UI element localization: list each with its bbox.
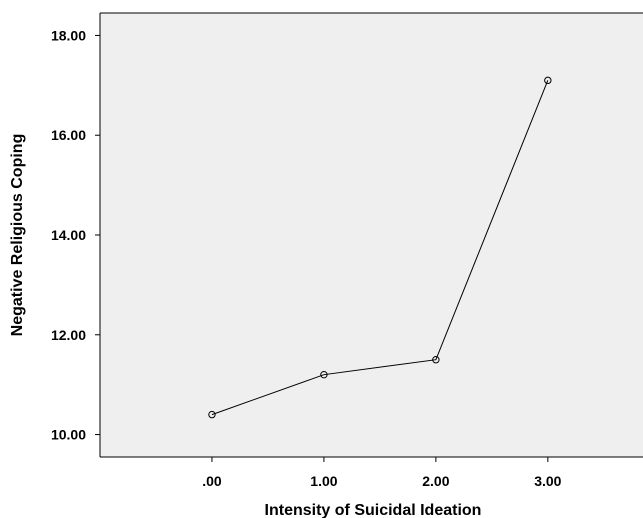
series-line <box>211 80 549 416</box>
y-tick-label: 18.00 <box>51 27 86 43</box>
data-points <box>208 76 552 419</box>
y-tick-label: 12.00 <box>51 327 86 343</box>
x-tick-label: 3.00 <box>534 473 561 489</box>
data-point <box>320 370 328 379</box>
data-point <box>432 356 440 364</box>
y-tick-label: 16.00 <box>51 127 86 143</box>
x-tick-label: .00 <box>202 473 222 489</box>
x-tick-label: 1.00 <box>310 473 337 489</box>
x-axis-title: Intensity of Suicidal Ideation <box>265 502 482 518</box>
y-tick-label: 14.00 <box>51 227 86 243</box>
x-axis-ticks: .00 1.00 2.00 3.00 <box>202 457 562 489</box>
data-point <box>208 410 216 419</box>
y-axis-title: Negative Religious Coping <box>9 134 26 337</box>
data-point <box>544 76 552 85</box>
plot-area <box>100 13 643 457</box>
y-tick-label: 10.00 <box>51 427 86 443</box>
x-tick-label: 2.00 <box>422 473 449 489</box>
y-axis-ticks: 10.00 12.00 14.00 16.00 18.00 <box>51 27 100 443</box>
